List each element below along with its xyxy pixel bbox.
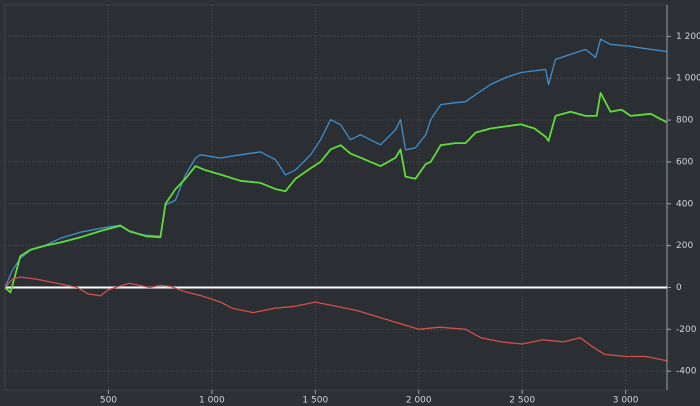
y-tick-label: -200: [676, 325, 697, 335]
y-tick-label: -400: [676, 367, 697, 377]
x-tick-label: 1 000: [199, 396, 225, 406]
y-tick-label: 1 000: [676, 74, 700, 84]
plot-area: [4, 4, 668, 391]
y-tick-label: 600: [676, 157, 693, 167]
x-tick-label: 2 000: [406, 396, 432, 406]
y-tick-label: 1 200: [676, 32, 700, 42]
x-tick-label: 2 500: [509, 396, 535, 406]
y-tick-label: 200: [676, 241, 693, 251]
series-line: [4, 92, 668, 294]
series-line: [4, 276, 667, 362]
y-tick-label: 800: [676, 116, 693, 126]
x-tick-label: 3 000: [613, 396, 639, 406]
x-tick-label: 500: [100, 396, 117, 406]
y-tick-label: 0: [676, 283, 682, 293]
x-tick-label: 1 500: [302, 396, 328, 406]
y-tick-label: 400: [676, 199, 693, 209]
